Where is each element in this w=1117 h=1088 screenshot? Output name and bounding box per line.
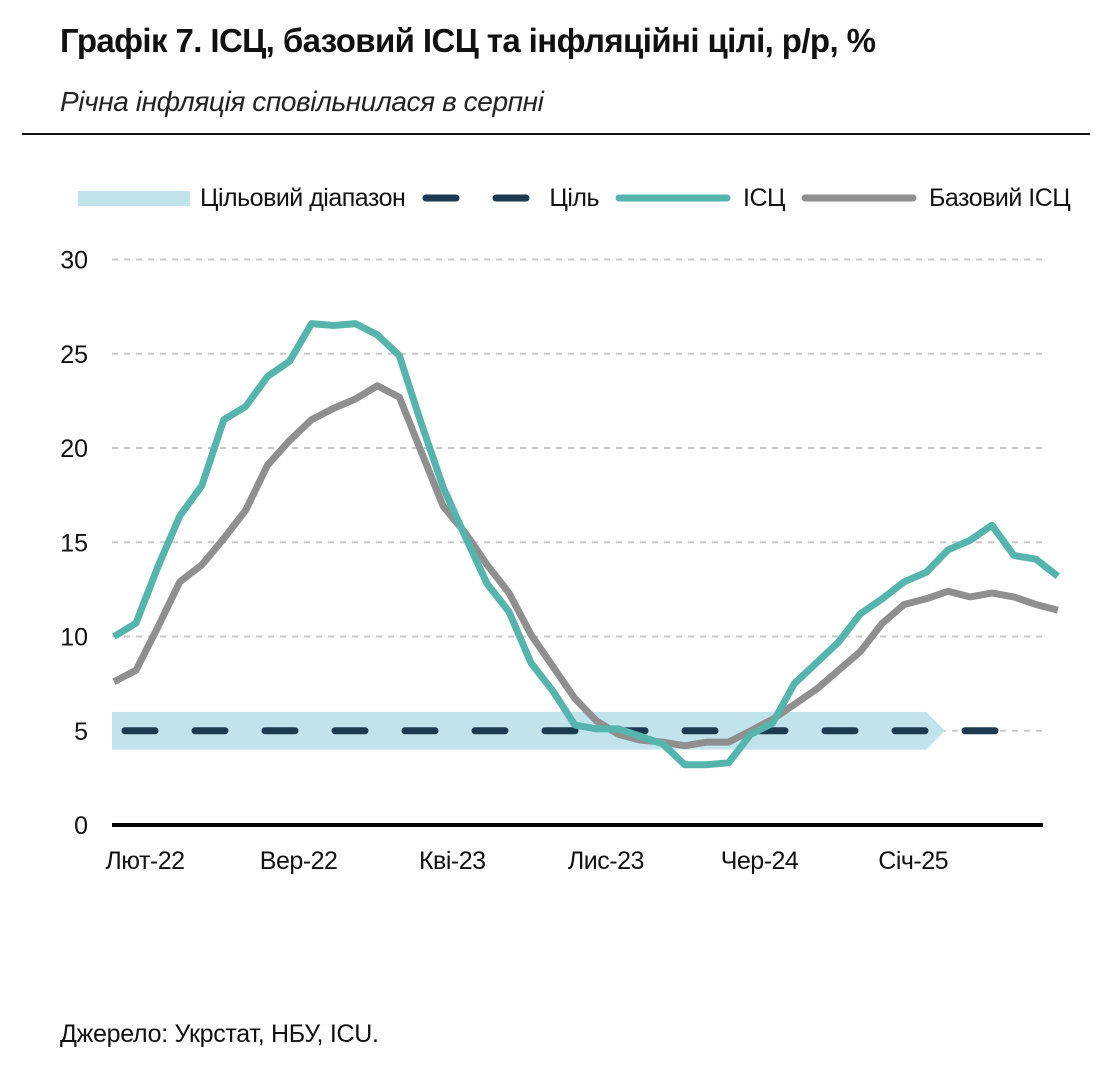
y-tick-label: 10 (60, 624, 88, 652)
x-tick-label: Вер-22 (260, 847, 338, 875)
series-line-cpi (112, 320, 1060, 769)
legend-item-target: Ціль (419, 184, 599, 213)
title-rule (22, 133, 1090, 135)
legend-item-target-range: Цільовий діапазон (78, 183, 406, 213)
legend-label-core-cpi: Базовий ІСЦ (929, 183, 1071, 212)
chart-subtitle: Річна інфляція сповільнилася в серпні (60, 86, 544, 117)
y-tick-label: 0 (74, 812, 88, 840)
legend-label-cpi: ІСЦ (743, 183, 786, 212)
legend-label-target-range: Цільовий діапазон (200, 183, 406, 212)
target-range-band (112, 711, 945, 750)
y-tick-label: 20 (60, 435, 88, 463)
y-tick-label: 25 (60, 341, 88, 369)
legend-item-cpi: ІСЦ (613, 183, 786, 213)
x-tick-label: Лют-22 (105, 847, 184, 875)
x-tick-label: Лис-23 (568, 847, 644, 875)
series-line-core-cpi (112, 382, 1059, 750)
y-tick-label: 15 (60, 529, 88, 557)
chart-plot: 0 5 10 15 20 25 30 Лют-22 Вер-22 Кві-23 Лис-23 Чер-… (60, 247, 1060, 875)
source-note: Джерело: Укрстат, НБУ, ICU. (60, 1020, 379, 1048)
y-tick-label: 30 (60, 247, 88, 275)
x-tick-label: Чер-24 (721, 847, 799, 875)
legend-swatch-target-range (78, 190, 190, 206)
legend-swatch-target (422, 194, 536, 202)
chart-legend: Цільовий діапазон Ціль ІСЦ Базовий ІСЦ (78, 180, 1071, 216)
legend-item-core-cpi: Базовий ІСЦ (799, 183, 1071, 213)
chart-title: Графік 7. ІСЦ, базовий ІСЦ та інфляційні… (60, 22, 876, 59)
x-tick-label: Кві-23 (419, 847, 486, 875)
x-tick-label: Січ-25 (878, 847, 948, 875)
legend-swatch-core-cpi (801, 194, 917, 202)
legend-swatch-cpi (615, 194, 731, 202)
legend-label-target: Ціль (549, 183, 599, 212)
y-tick-label: 5 (74, 718, 88, 746)
